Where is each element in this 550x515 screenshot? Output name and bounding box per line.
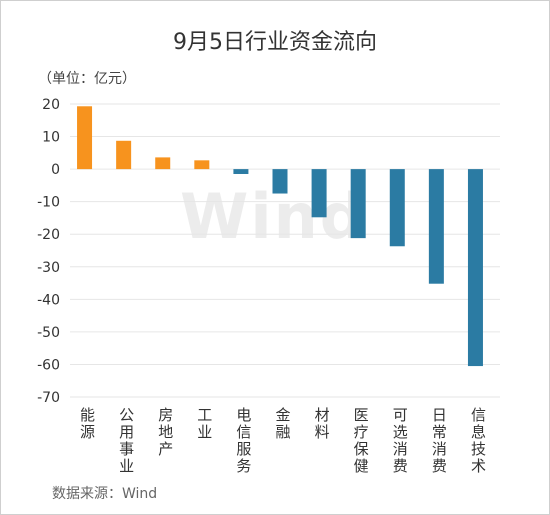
- y-tick-label: 10: [42, 130, 60, 146]
- bar: [311, 169, 327, 218]
- bar: [428, 169, 444, 284]
- bar: [155, 157, 171, 170]
- x-tick-label: 公用事业: [119, 406, 134, 475]
- bar: [194, 160, 210, 170]
- y-tick-label: -70: [37, 390, 60, 406]
- x-tick-label: 工业: [197, 406, 212, 441]
- x-tick-label: 医疗保健: [354, 406, 369, 475]
- x-tick-label: 材料: [315, 406, 330, 441]
- x-tick-label: 日常消费: [432, 406, 447, 475]
- watermark-text: Wind: [180, 180, 367, 253]
- y-tick-label: 20: [42, 97, 60, 113]
- x-tick-label: 能源: [80, 406, 95, 441]
- y-tick-label: -20: [37, 227, 60, 243]
- x-tick-label: 金融: [275, 406, 290, 441]
- x-tick-label: 信息技术: [471, 406, 486, 475]
- chart-title: 9月5日行业资金流向: [173, 30, 377, 55]
- source-label: 数据来源：Wind: [52, 486, 158, 502]
- bar: [350, 169, 366, 239]
- x-tick-label: 电信服务: [236, 406, 251, 475]
- y-tick-label: 0: [51, 162, 60, 178]
- x-tick-label: 房地产: [158, 406, 173, 458]
- y-tick-label: -40: [37, 292, 60, 308]
- bar: [467, 169, 483, 367]
- x-tick-label: 可选消费: [393, 406, 408, 475]
- y-tick-label: -10: [37, 195, 60, 211]
- unit-label: （单位：亿元）: [38, 71, 136, 87]
- bar: [233, 169, 249, 174]
- bar: [272, 169, 288, 194]
- y-tick-label: -30: [37, 260, 60, 276]
- y-tick-label: -50: [37, 325, 60, 341]
- y-tick-label: -60: [37, 357, 60, 373]
- bar: [77, 106, 93, 170]
- bar: [116, 140, 132, 170]
- bar: [389, 169, 405, 247]
